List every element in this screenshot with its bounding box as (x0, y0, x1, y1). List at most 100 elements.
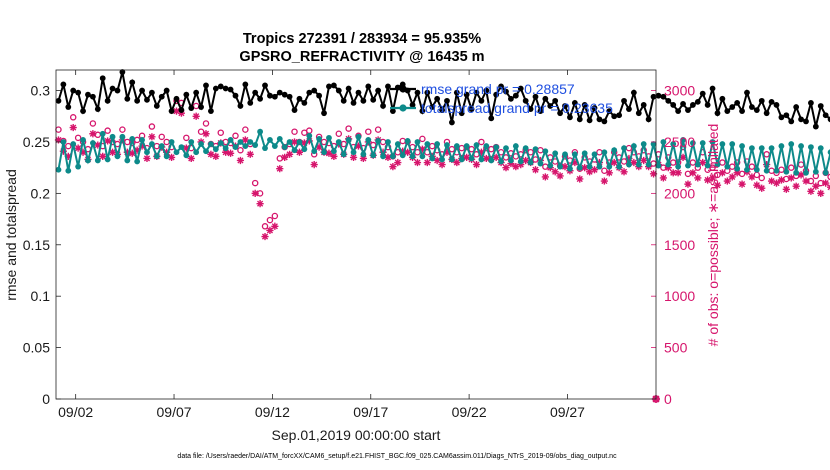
obs-assimilated-point (315, 143, 323, 151)
spread-series-point (611, 147, 618, 154)
obs-assimilated-point (138, 142, 146, 150)
obs-assimilated-point (472, 160, 481, 169)
obs-assimilated-point (443, 148, 451, 156)
obs-assimilated-point (713, 181, 722, 189)
spread-series-point (655, 162, 662, 169)
spread-series-point (104, 156, 111, 163)
spread-series-point (237, 139, 244, 145)
spread-series-point (596, 163, 603, 170)
spread-series-point (640, 141, 647, 147)
spread-series-point (60, 139, 67, 145)
rmse-series-point (227, 86, 234, 93)
rmse-series-point (129, 79, 136, 86)
obs-assimilated-point (261, 232, 269, 241)
rmse-series-point (375, 87, 382, 94)
spread-series-point (365, 137, 372, 143)
obs-possible-point (763, 151, 770, 158)
spread-series-point (571, 151, 578, 158)
y-right-tick-label: 1500 (664, 237, 695, 253)
rmse-series-point (419, 108, 426, 115)
obs-assimilated-point (777, 176, 786, 184)
rmse-series-point (793, 104, 800, 110)
spread-series-point (345, 137, 352, 143)
obs-assimilated-point (792, 182, 800, 190)
rmse-series-point (562, 103, 568, 109)
y-left-tick-label: 0.05 (23, 340, 50, 356)
spread-series-point (606, 163, 613, 170)
obs-assimilated-point (512, 163, 520, 171)
rmse-series-point (85, 91, 91, 98)
spread-series-point (389, 153, 396, 160)
obs-possible-point (192, 102, 200, 110)
rmse-series-point (340, 97, 347, 104)
obs-possible-point (478, 138, 485, 146)
spread-series-point (522, 145, 529, 152)
rmse-series-point (350, 100, 357, 106)
obs-possible-point (69, 114, 77, 121)
obs-assimilated-point (531, 166, 540, 174)
rmse-series-point (114, 87, 121, 94)
legend: rmse grand pr = 0.28857 totalspread gran… (390, 81, 613, 116)
chart-title-line2: GPSRO_REFRACTIVITY @ 16435 m (239, 49, 484, 65)
spread-series-point (817, 145, 824, 152)
obs-assimilated-point (694, 174, 702, 182)
obs-assimilated-point (664, 164, 672, 172)
spread-series-point (89, 140, 96, 146)
obs-assimilated-point (649, 170, 658, 178)
spread-series-point (306, 132, 313, 139)
obs-assimilated-point (502, 164, 510, 172)
rmse-series-point (827, 116, 830, 123)
x-tick-label: 09/07 (157, 404, 192, 420)
rmse-series-point (217, 83, 224, 90)
rmse-series-point (124, 95, 131, 102)
spread-series-point (788, 141, 795, 147)
spread-series-point (139, 137, 145, 143)
spread-series-point (557, 163, 563, 170)
spread-series-point (483, 143, 490, 149)
obs-assimilated-point (571, 158, 579, 167)
spread-series-point (370, 152, 377, 159)
rmse-series-point (739, 108, 745, 115)
legend-spread-marker (399, 104, 407, 112)
rmse-series-point (330, 82, 337, 89)
spread-series-point (576, 164, 583, 171)
obs-assimilated-point (330, 152, 338, 160)
rmse-series-point (665, 97, 672, 104)
obs-possible-point (345, 125, 352, 132)
rmse-series-point (734, 100, 741, 106)
rmse-series-point (360, 97, 367, 104)
obs-possible-point (251, 179, 259, 187)
spread-series-point (286, 139, 293, 145)
rmse-series-point (483, 87, 490, 94)
obs-assimilated-point (536, 156, 545, 165)
obs-possible-point (217, 129, 225, 136)
spread-series-point (257, 128, 263, 135)
obs-assimilated-point (325, 149, 333, 157)
rmse-series-point (798, 116, 804, 123)
rmse-series-point (640, 102, 647, 108)
obs-possible-point (783, 175, 790, 183)
obs-assimilated-point (300, 139, 308, 147)
spread-series-point (586, 163, 593, 170)
spread-series-point (242, 143, 249, 149)
rmse-series-point (311, 87, 318, 94)
rmse-series-point (719, 95, 726, 102)
spread-series-point (340, 151, 347, 158)
rmse-series-point (139, 87, 145, 94)
spread-series-point (552, 150, 559, 157)
obs-assimilated-point (669, 169, 677, 177)
spread-series-point (385, 139, 391, 145)
spread-series-point (252, 142, 259, 148)
obs-possible-point (242, 126, 249, 133)
obs-assimilated-point (251, 189, 259, 197)
spread-series-point (567, 165, 573, 172)
spread-series-point (380, 153, 386, 160)
obs-assimilated-point (551, 168, 559, 176)
spread-series-point (734, 165, 741, 172)
obs-possible-point (428, 142, 436, 150)
obs-possible-point (148, 123, 156, 130)
rmse-series-point (237, 103, 244, 109)
rmse-series-point (208, 108, 214, 115)
spread-series-point (404, 138, 411, 144)
